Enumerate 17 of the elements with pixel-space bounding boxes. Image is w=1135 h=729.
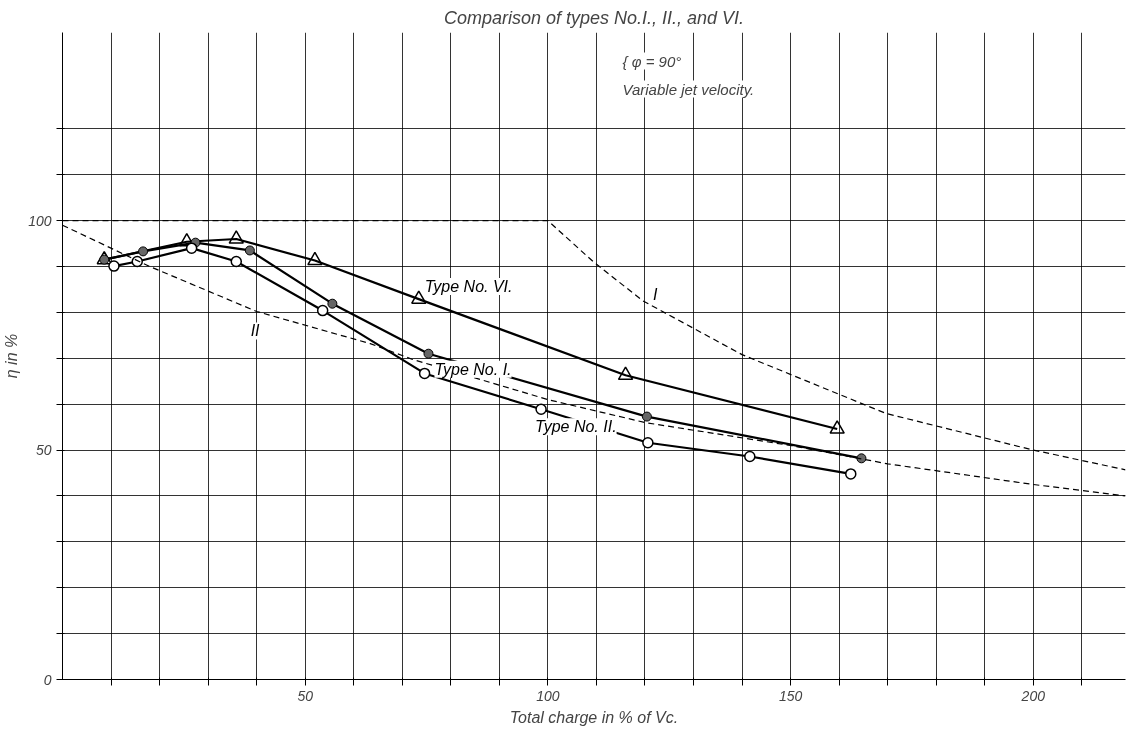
chart-title: Comparison of types No.I., II., and VI. [443,7,745,28]
y-axis-title: η in % [3,333,21,379]
series-label: I [653,285,659,303]
annotation: { φ = 90° [622,52,682,70]
x-tick-label: 50 [297,687,314,704]
series-label: Type No. II. [535,418,617,436]
x-axis-title: Total charge in % of Vc. [509,708,679,726]
x-tick-label: 100 [536,687,560,704]
annotation: Variable jet velocity. [622,80,755,98]
series-label: II [250,322,261,340]
x-tick-label: 200 [1020,687,1046,704]
series-label: Type No. I. [434,360,512,378]
y-tick-label: 0 [43,671,52,688]
series-label: Type No. VI. [424,278,513,296]
x-tick-label: 150 [778,687,803,704]
y-tick-label: 50 [35,442,52,459]
y-tick-label: 100 [28,212,52,229]
